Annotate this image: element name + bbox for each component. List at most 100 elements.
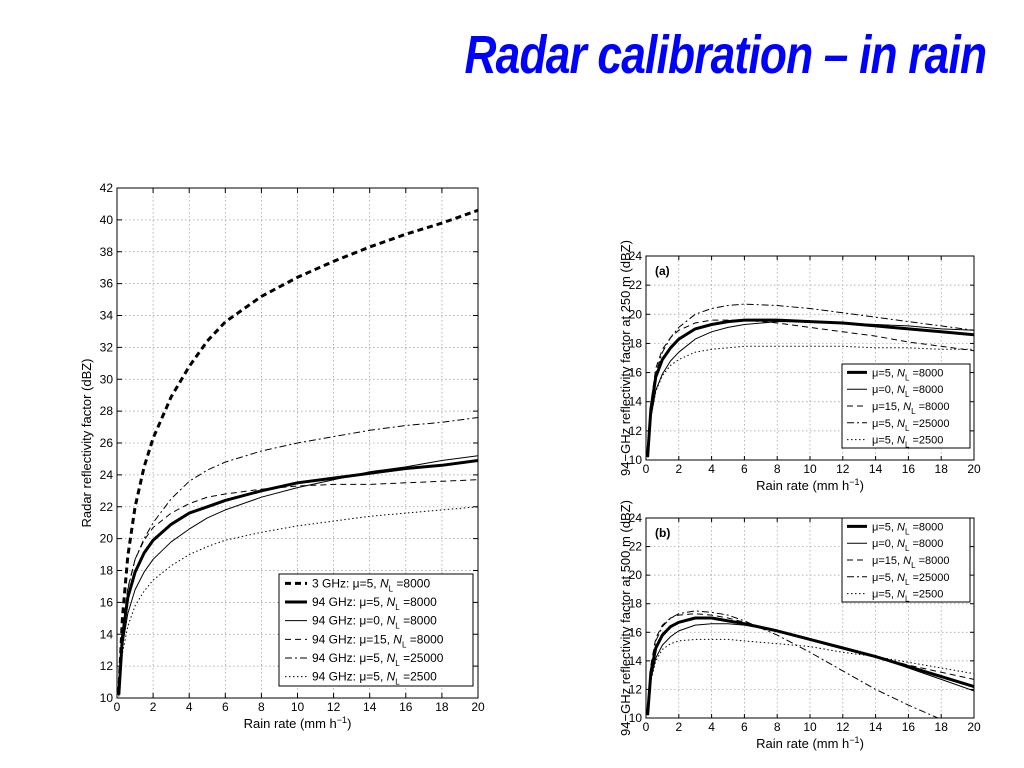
slide-title: Radar calibration – in rain xyxy=(464,25,986,85)
x-tick-label: 4 xyxy=(708,720,715,734)
legend-label-text: 94 GHz: μ=0, xyxy=(312,614,387,628)
legend-label-text: 94 GHz: μ=15, xyxy=(312,632,393,646)
y-tick-label: 16 xyxy=(629,366,643,380)
series-group xyxy=(117,208,478,697)
series-line-2 xyxy=(118,455,478,695)
y-tick-label: 22 xyxy=(629,278,643,292)
legend-label-3: μ=5, NL =25000 xyxy=(872,572,949,587)
x-tick-label: 4 xyxy=(708,462,715,476)
legend-label-sub: L xyxy=(905,390,910,399)
plot-frame xyxy=(116,187,479,699)
legend-label-text: μ=5, xyxy=(872,521,897,533)
x-tick-label: 8 xyxy=(774,462,781,476)
legend-label-sub: L xyxy=(905,424,910,433)
x-tick-label: 12 xyxy=(327,700,341,714)
x-tick-label: 14 xyxy=(869,720,883,734)
series-line-2 xyxy=(647,613,974,716)
x-tick-label: 18 xyxy=(435,700,449,714)
legend-label-rest: =8000 xyxy=(909,384,943,396)
legend-label-sub: L xyxy=(905,527,910,536)
y-tick-label: 12 xyxy=(629,682,643,696)
y-tick-label: 24 xyxy=(629,511,643,525)
legend-label-1: 94 GHz: μ=5, NL =8000 xyxy=(312,595,437,612)
x-axis-label-sup: −1 xyxy=(337,715,347,725)
legend-label-n: N xyxy=(903,555,911,567)
legend-label-sub: L xyxy=(395,603,400,612)
legend-label-rest: =25000 xyxy=(400,651,444,665)
x-tick-label: 18 xyxy=(935,720,949,734)
x-axis-label-end: ) xyxy=(347,716,351,731)
plot-frame xyxy=(645,517,975,719)
y-tick-label: 34 xyxy=(100,309,114,323)
legend-label-n: N xyxy=(897,435,905,447)
legend-box xyxy=(278,573,474,687)
x-tick-label: 14 xyxy=(869,462,883,476)
series-line-3 xyxy=(118,479,478,695)
x-tick-label: 10 xyxy=(803,720,817,734)
y-tick-label: 24 xyxy=(629,249,643,263)
legend-label-n: N xyxy=(387,595,396,609)
legend-label-rest: =2500 xyxy=(909,589,943,601)
legend-label-2: μ=15, NL =8000 xyxy=(872,401,949,416)
series-line-1 xyxy=(647,623,974,716)
legend-label-text: μ=5, xyxy=(872,367,897,379)
legend-label-rest: =25000 xyxy=(909,572,949,584)
x-tick-label: 20 xyxy=(471,700,485,714)
legend-label-text: 94 GHz: μ=5, xyxy=(312,670,387,684)
legend-label-rest: =8000 xyxy=(909,367,943,379)
legend-label-rest: =8000 xyxy=(406,632,443,646)
x-tick-label: 20 xyxy=(967,720,981,734)
legend-label-sub: L xyxy=(905,373,910,382)
x-tick-label: 12 xyxy=(836,462,850,476)
series-group xyxy=(646,303,974,458)
x-axis-label-sup: −1 xyxy=(849,477,859,487)
legend-label-n: N xyxy=(897,521,905,533)
legend-label-n: N xyxy=(380,576,389,590)
legend-label-3: 94 GHz: μ=15, NL =8000 xyxy=(312,632,444,649)
legend-label-n: N xyxy=(897,418,905,430)
legend-label-3: μ=5, NL =25000 xyxy=(872,418,949,433)
legend-label-text: μ=0, xyxy=(872,538,897,550)
y-axis-label: Radar reflectivity factor (dBZ) xyxy=(79,358,94,527)
x-axis-label: Rain rate (mm h−1) xyxy=(756,477,864,493)
legend-label-n: N xyxy=(387,651,396,665)
chart-panel-0: 0 2 4 6 8 10 12 14 16 18 2010121416182022242628303… xyxy=(79,181,485,731)
y-tick-label: 20 xyxy=(100,532,114,546)
legend-label-4: μ=5, NL =2500 xyxy=(872,589,943,604)
legend-label-text: μ=0, xyxy=(872,384,897,396)
legend-label-n: N xyxy=(387,670,396,684)
x-tick-label: 16 xyxy=(902,720,916,734)
y-tick-label: 24 xyxy=(100,468,114,482)
x-tick-label: 8 xyxy=(258,700,265,714)
series-line-5 xyxy=(118,506,478,697)
series-line-4 xyxy=(118,417,478,695)
x-axis-label-end: ) xyxy=(860,478,864,493)
legend-label-rest: =8000 xyxy=(916,401,950,413)
series-line-3 xyxy=(647,303,974,458)
legend-label-text: 94 GHz: μ=5, xyxy=(312,651,387,665)
legend-label-text: μ=5, xyxy=(872,435,897,447)
x-tick-label: 0 xyxy=(643,720,650,734)
legend-label-n: N xyxy=(897,572,905,584)
x-axis-label-main: Rain rate (mm h xyxy=(756,478,849,493)
legend-label-rest: =8000 xyxy=(400,595,437,609)
series-line-2 xyxy=(647,319,974,458)
y-tick-label: 18 xyxy=(629,597,643,611)
x-axis-label-main: Rain rate (mm h xyxy=(756,736,849,751)
legend-label-1: μ=0, NL =8000 xyxy=(872,384,943,399)
legend-label-sub: L xyxy=(395,659,400,668)
legend-label-sub: L xyxy=(905,595,910,604)
x-axis-label-main: Rain rate (mm h xyxy=(244,716,337,731)
y-tick-label: 14 xyxy=(629,395,643,409)
y-tick-label: 18 xyxy=(100,564,114,578)
x-tick-label: 4 xyxy=(186,700,193,714)
legend-label-sub: L xyxy=(905,544,910,553)
y-axis-label: 94−GHz reflectivity factor at 250 m (dBZ… xyxy=(618,240,633,476)
legend-label-rest: =8000 xyxy=(916,555,950,567)
legend-label-sub: L xyxy=(911,407,916,416)
x-tick-label: 0 xyxy=(643,462,650,476)
legend-label-text: 3 GHz: μ=5, xyxy=(312,576,380,590)
legend-label-sub: L xyxy=(395,622,400,631)
